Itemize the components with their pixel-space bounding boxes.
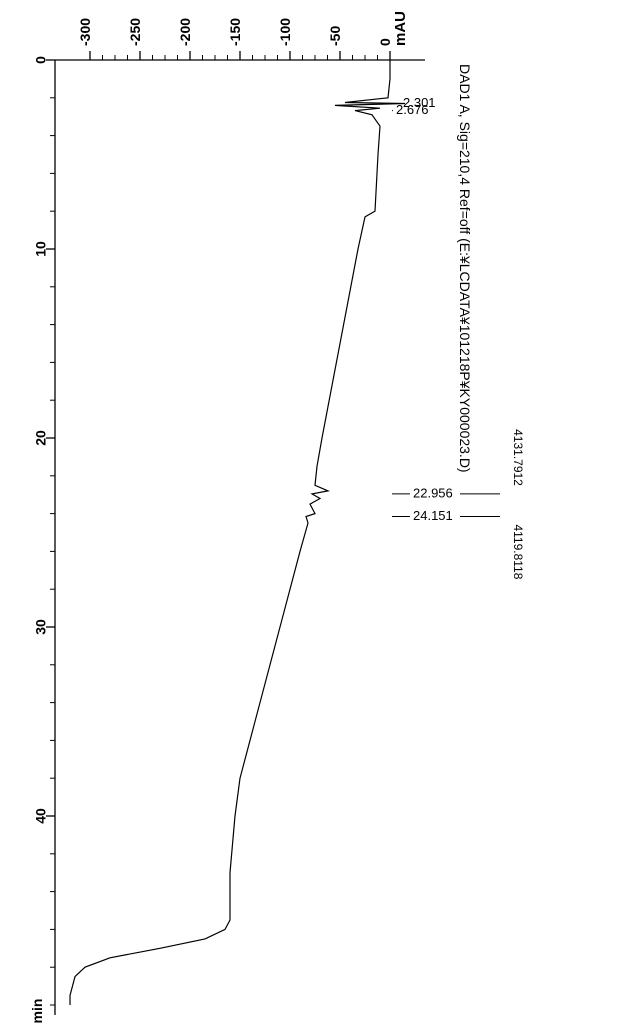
peak-area-label: 4131.7912 — [511, 429, 525, 486]
mau-axis-label: mAU — [392, 11, 409, 46]
time-tick-label: 10 — [33, 241, 49, 257]
mau-tick-label: 0 — [377, 38, 393, 46]
mau-tick-label: -250 — [127, 18, 143, 46]
peak-rt-label: 22.956 — [413, 485, 453, 500]
time-axis-label: min — [29, 999, 45, 1024]
peak-rt-label: 24.151 — [413, 508, 453, 523]
mau-tick-label: -200 — [177, 18, 193, 46]
chromatogram-chart: 0-50-100-150-200-250-300mAU010203040minD… — [0, 0, 640, 1028]
mau-tick-label: -100 — [277, 18, 293, 46]
time-tick-label: 0 — [33, 56, 49, 64]
peak-area-label: 4119.8118 — [511, 524, 525, 579]
time-tick-label: 20 — [33, 430, 49, 446]
time-tick-label: 40 — [33, 808, 49, 824]
time-tick-label: 30 — [33, 619, 49, 635]
mau-tick-label: -150 — [227, 18, 243, 46]
chromatogram-trace — [70, 60, 405, 1005]
chart-title: DAD1 A, Sig=210,4 Ref=off (E:¥LCDATA¥101… — [457, 64, 473, 473]
mau-tick-label: -300 — [77, 18, 93, 46]
peak-rt-label: 2.676 — [396, 102, 429, 117]
mau-tick-label: -50 — [327, 26, 343, 46]
